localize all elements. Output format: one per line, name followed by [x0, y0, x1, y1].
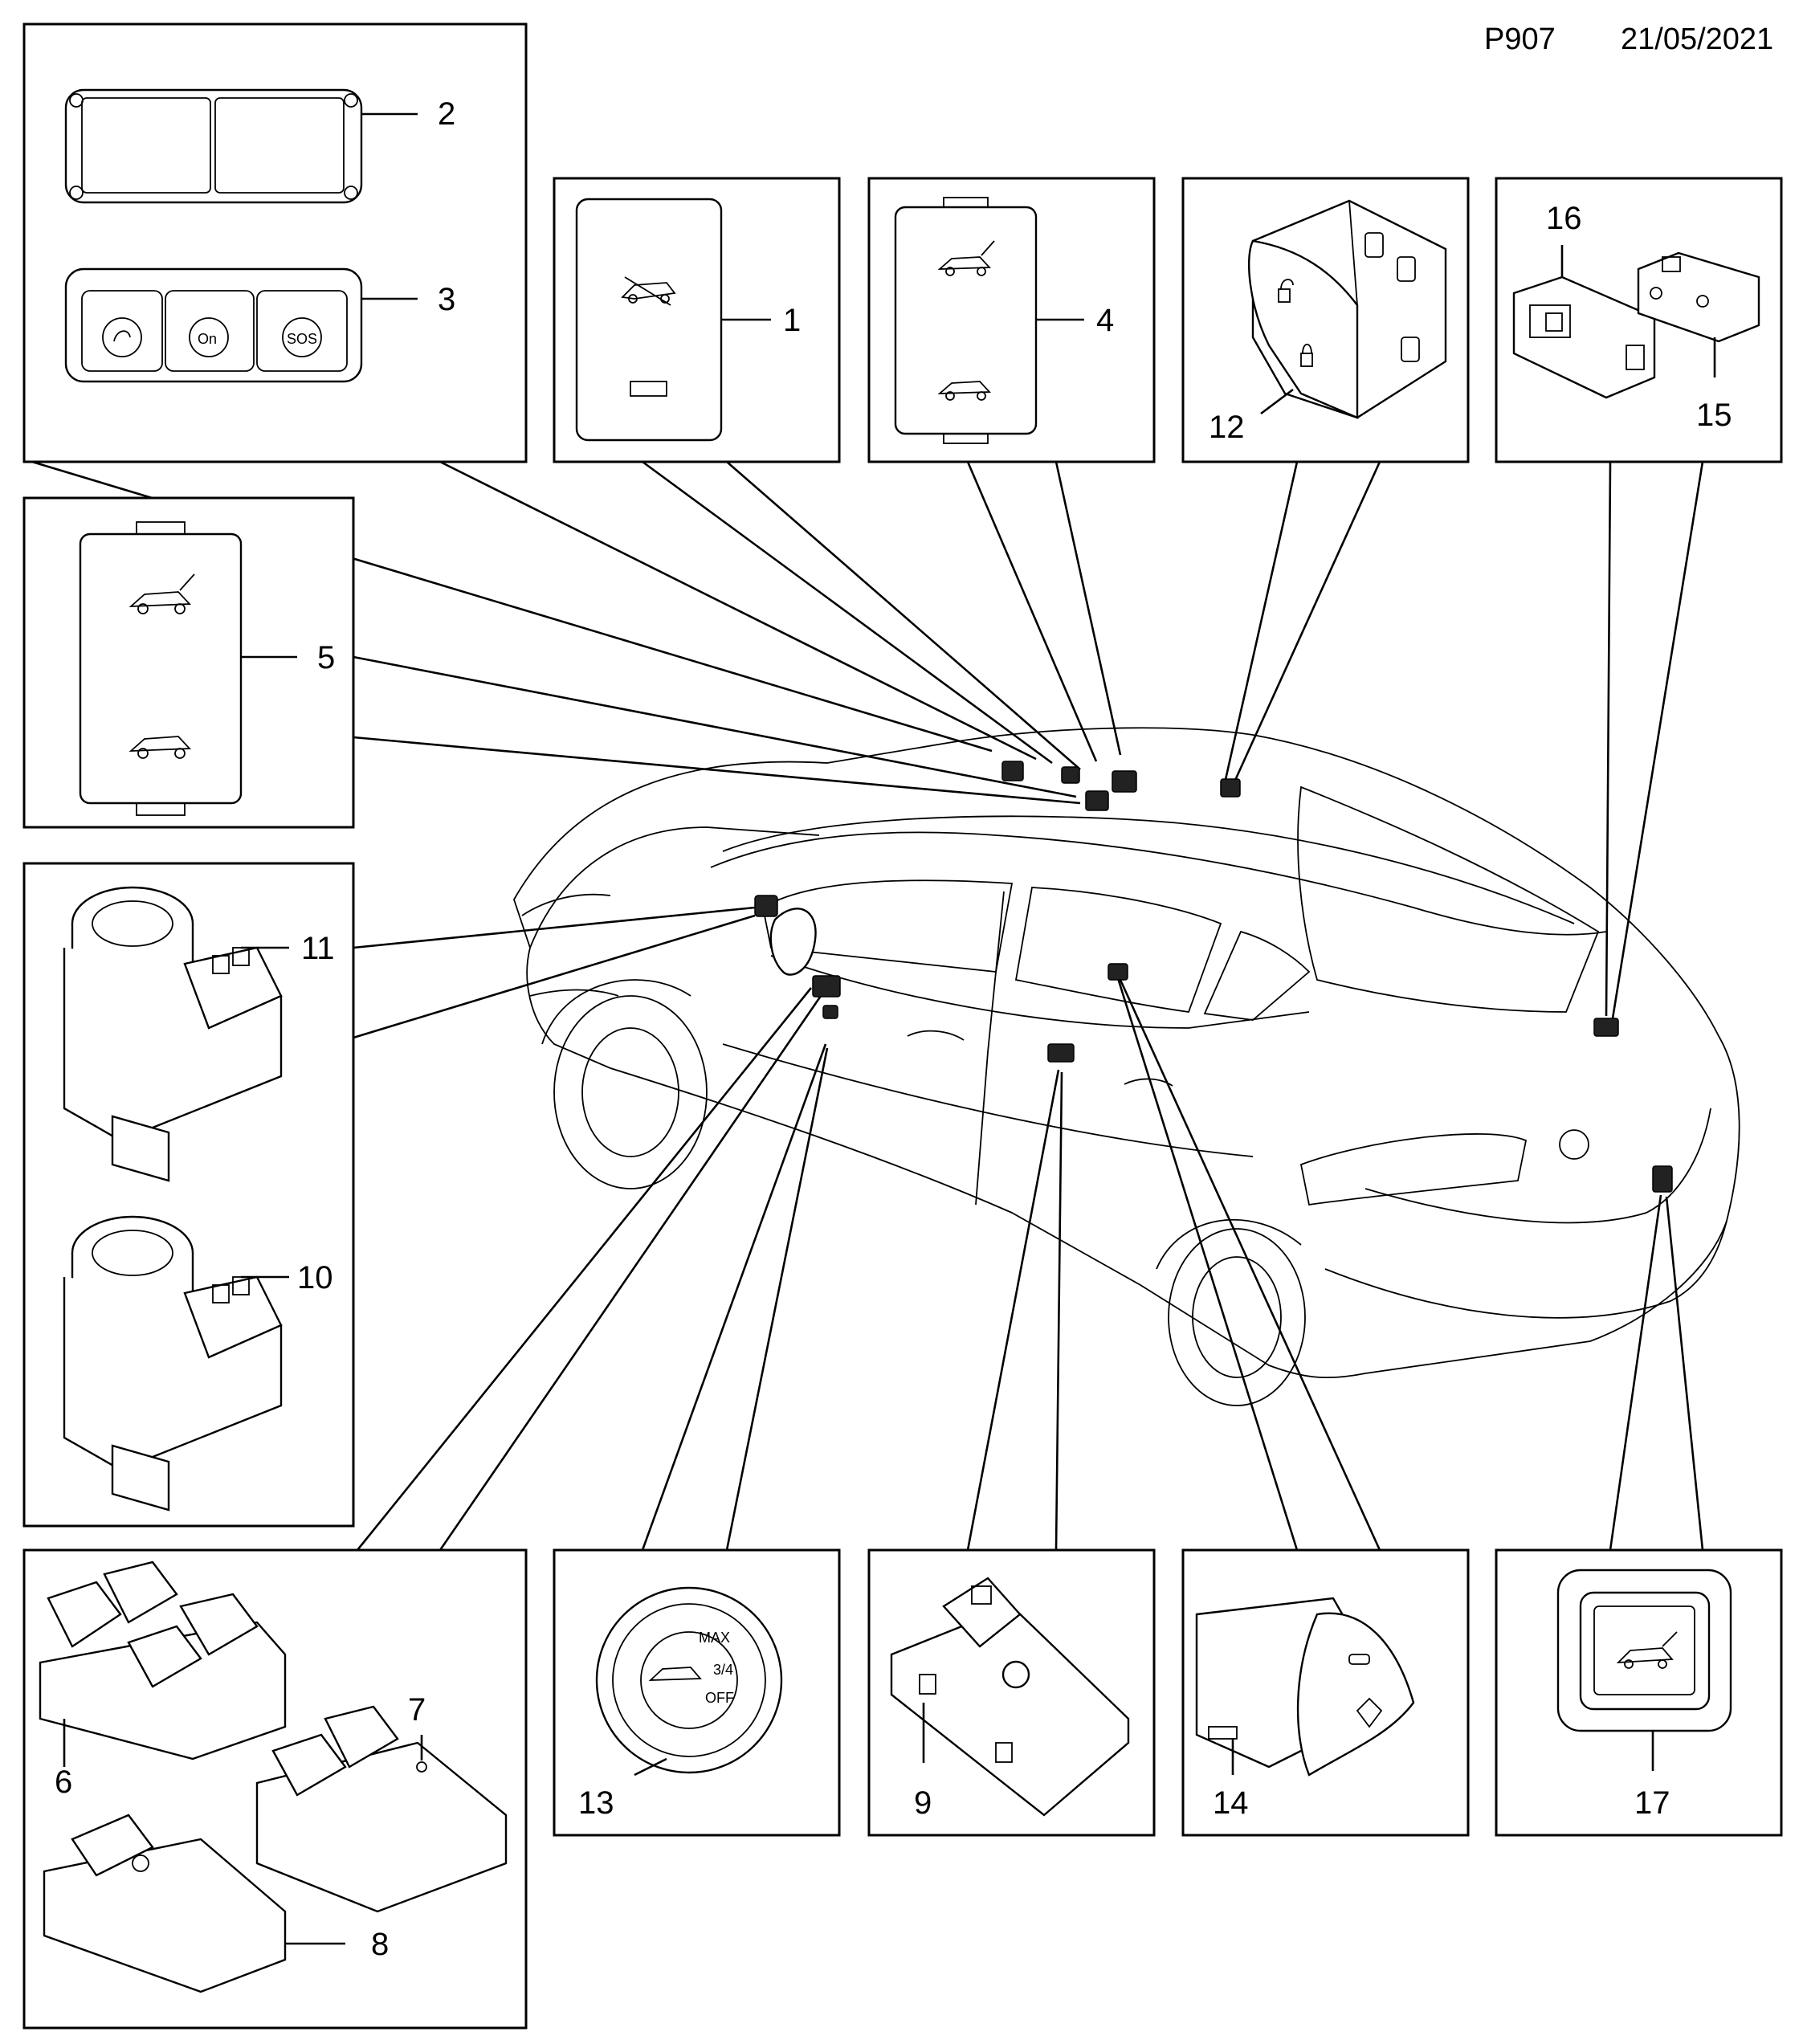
vehicle-outline — [513, 727, 1740, 1406]
mirror-adjust-switch-a — [63, 886, 283, 1182]
seat-heater-icon — [1356, 1697, 1383, 1728]
callout-13: 13 — [578, 1785, 614, 1821]
unlock-icon — [1278, 279, 1294, 303]
panel-5 — [22, 496, 355, 829]
panel-2-3: On SOS — [22, 22, 528, 463]
panel-9 — [867, 1548, 1156, 1837]
callout-7: 7 — [408, 1692, 426, 1728]
callout-2: 2 — [438, 96, 455, 132]
callout-14: 14 — [1213, 1785, 1249, 1821]
diagram-date: 21/05/2021 — [1621, 22, 1774, 56]
panel-4 — [867, 177, 1156, 463]
convertible-roof-icon — [621, 276, 676, 306]
callout-numbers: 2 3 1 4 12 16 15 5 11 10 6 7 8 13 9 14 1… — [55, 96, 1732, 1962]
callout-15: 15 — [1696, 398, 1732, 433]
switch-blank-panel — [64, 88, 363, 204]
tailgate-open-icon — [128, 573, 195, 614]
callout-16: 16 — [1546, 201, 1582, 236]
single-window-switch — [890, 1577, 1130, 1817]
callout-5: 5 — [317, 640, 335, 675]
page-code: P907 — [1484, 22, 1556, 56]
panel-12 — [1181, 177, 1470, 463]
service-icon — [113, 330, 131, 342]
door-lock-switch — [1247, 199, 1447, 419]
heater-off-label: OFF — [705, 1690, 734, 1706]
window-switch-4way — [39, 1561, 287, 1760]
callout-8: 8 — [371, 1927, 389, 1962]
panel-13: MAX 3/4 OFF — [553, 1548, 841, 1837]
tailgate-open-icon — [937, 240, 995, 276]
callout-1: 1 — [783, 303, 801, 338]
heater-max-label: MAX — [699, 1630, 730, 1646]
mirror-adjust-switch-b — [63, 1215, 283, 1512]
onstar-button-label: On — [198, 331, 217, 347]
window-switch-2way — [255, 1705, 508, 1913]
callout-6: 6 — [55, 1765, 72, 1800]
window-switch-1way — [43, 1813, 287, 1993]
callout-10: 10 — [297, 1260, 333, 1295]
seat-heater-dial: MAX 3/4 OFF — [595, 1586, 783, 1774]
panel-1 — [553, 177, 841, 463]
callout-17: 17 — [1634, 1785, 1670, 1821]
heater-three-quarter-label: 3/4 — [713, 1662, 733, 1678]
tailgate-switch-module — [1637, 251, 1760, 343]
tailgate-close-icon — [937, 381, 991, 401]
tailgate-close-icon — [128, 736, 191, 759]
tailgate-icon — [648, 1667, 702, 1681]
callout-4: 4 — [1096, 303, 1114, 338]
panel-10-11 — [22, 862, 355, 1528]
lock-icon — [1300, 343, 1313, 367]
callout-3: 3 — [438, 282, 455, 317]
tailgate-release-switch — [1556, 1569, 1732, 1732]
panel-14 — [1181, 1548, 1470, 1837]
panel-15-16 — [1495, 177, 1783, 463]
callout-11: 11 — [301, 931, 335, 966]
tailgate-switch-housing — [1512, 275, 1656, 399]
heated-seat-switch — [1195, 1597, 1415, 1777]
onstar-switch-panel: On SOS — [64, 267, 363, 383]
callout-12: 12 — [1209, 410, 1245, 445]
sos-button-label: SOS — [287, 331, 317, 347]
panel-6-7-8 — [22, 1548, 528, 2030]
tailgate-icon — [1616, 1647, 1674, 1664]
callout-9: 9 — [914, 1785, 932, 1821]
panel-17 — [1495, 1548, 1783, 1837]
